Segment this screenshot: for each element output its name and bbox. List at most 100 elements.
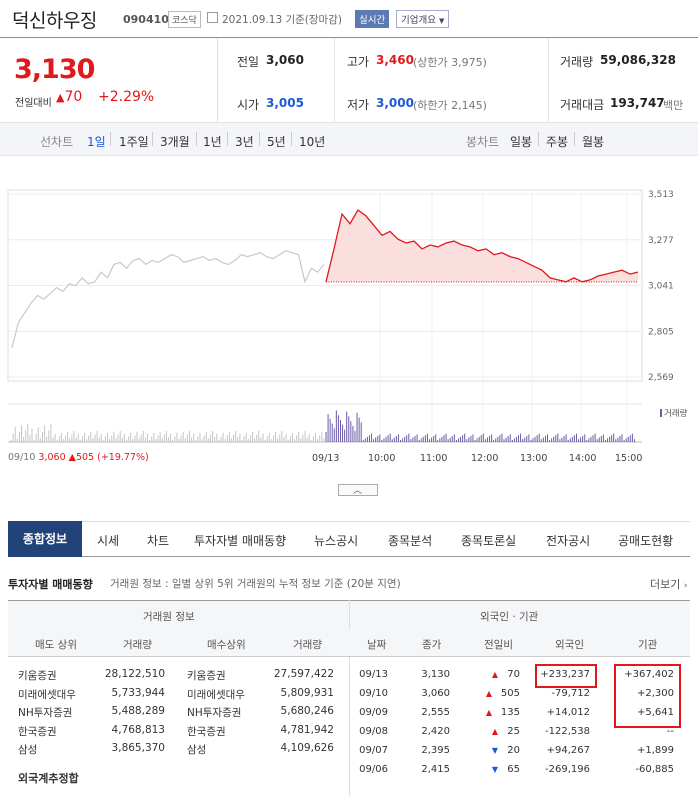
table-divider	[349, 600, 350, 796]
volume-value: 59,086,328	[600, 53, 676, 67]
upper-limit: (상한가 3,975)	[413, 56, 487, 69]
tab-chart[interactable]: 차트	[147, 534, 170, 548]
day-change: 25	[507, 726, 520, 737]
change-amount: 70	[64, 89, 83, 105]
broker-cell: 삼성	[187, 744, 207, 756]
period-1y[interactable]: 1년	[203, 135, 222, 149]
col-buy-vol: 거래량	[293, 639, 322, 651]
broker-cell: 한국증권	[18, 725, 57, 738]
broker-cell: 미래에셋대우	[18, 688, 76, 701]
broker-cell: 한국증권	[187, 725, 226, 738]
broker-cell: 키움증권	[18, 670, 57, 682]
day-foreign: -122,538	[545, 726, 590, 737]
up-arrow-icon: ▲	[491, 670, 498, 679]
y-tick-label: 3,277	[648, 236, 674, 246]
broker-cell: 4,781,942	[280, 723, 334, 736]
broker-cell: 미래에셋대우	[187, 688, 245, 701]
period-3m[interactable]: 3개월	[160, 135, 190, 149]
day-foreign: +14,012	[546, 707, 590, 718]
volume-legend-swatch	[660, 409, 662, 417]
col-close: 종가	[422, 639, 442, 651]
broker-cell: 5,809,931	[280, 686, 334, 699]
period-10y[interactable]: 10년	[299, 135, 326, 149]
col-sell-top: 매도 상위	[35, 639, 77, 651]
day-change: 70	[507, 669, 520, 680]
price-chart[interactable]: 3,513 3,277 3,041 2,805 2,569 09/13 10:00 11:00…	[0, 170, 698, 470]
day-foreign: -79,712	[551, 688, 590, 699]
separator	[152, 132, 153, 146]
tab-short-selling[interactable]: 공매도현황	[618, 534, 674, 548]
col-date: 날짜	[367, 639, 387, 651]
prev-day-line	[11, 250, 325, 348]
tab-analysis[interactable]: 종목분석	[388, 534, 433, 548]
trade-amount-unit: 백만	[663, 99, 684, 112]
day-close: 2,395	[421, 745, 450, 756]
col-institution: 기관	[638, 639, 658, 651]
prev-close-label: 전일	[237, 55, 260, 69]
tab-quote[interactable]: 시세	[97, 534, 120, 548]
broker-cell: NH투자증권	[18, 707, 73, 719]
broker-cell: 키움증권	[187, 670, 226, 682]
current-price: 3,130	[14, 54, 95, 85]
high-label: 고가	[347, 55, 370, 69]
tab-news[interactable]: 뉴스공시	[314, 534, 359, 548]
period-3y[interactable]: 3년	[235, 135, 254, 149]
chevron-up-icon: ︿	[353, 486, 363, 496]
day-institution: +1,899	[636, 745, 674, 756]
realtime-button[interactable]: 실시간	[355, 10, 390, 28]
trade-amount-value: 193,747	[610, 96, 665, 110]
high-value: 3,460	[376, 53, 414, 67]
col-change: 전일비	[484, 639, 513, 651]
day-institution: -60,885	[635, 764, 674, 775]
x-tick-label: 13:00	[520, 453, 547, 464]
foreign-group-header: 외국인 · 기관	[480, 611, 539, 623]
price-box	[0, 38, 218, 122]
stock-name: 덕신하우징	[12, 10, 97, 32]
chart-collapse-toggle[interactable]: ︿	[338, 484, 378, 496]
broker-cell: 4,768,813	[111, 723, 165, 736]
tab-summary[interactable]: 종합정보	[8, 521, 82, 557]
broker-cell: 5,488,289	[111, 705, 165, 717]
separator	[291, 132, 292, 146]
highlight-box	[614, 664, 681, 728]
low-value: 3,000	[376, 96, 414, 110]
broker-cell: 삼성	[18, 744, 38, 756]
broker-cell: 5,733,944	[111, 686, 165, 699]
today-area	[326, 210, 638, 282]
period-1d[interactable]: 1일	[87, 135, 106, 149]
up-arrow-icon: ▲	[56, 91, 65, 104]
separator	[110, 132, 111, 146]
x-tick-label: 14:00	[569, 453, 596, 464]
chevron-right-icon: ›	[683, 581, 688, 591]
day-date: 09/07	[359, 745, 388, 756]
tab-discussion[interactable]: 종목토론실	[461, 534, 517, 548]
period-1w[interactable]: 1주일	[119, 135, 149, 149]
day-change: 505	[500, 688, 520, 699]
day-change: 20	[507, 745, 520, 756]
prev-day-date: 09/10	[8, 452, 36, 463]
more-link[interactable]: 더보기 ›	[650, 576, 687, 592]
up-arrow-icon: ▲	[485, 689, 492, 698]
day-institution: +5,641	[636, 707, 674, 718]
y-tick-label: 2,805	[648, 327, 674, 337]
period-5y[interactable]: 5년	[267, 135, 286, 149]
tab-investor[interactable]: 투자자별 매매동향	[194, 534, 287, 548]
today-line	[325, 209, 639, 283]
highlight-box	[535, 664, 597, 688]
tab-disclosure[interactable]: 전자공시	[546, 534, 591, 548]
day-foreign: -269,196	[545, 764, 590, 775]
day-close: 2,555	[421, 707, 450, 718]
candle-daily[interactable]: 일봉	[510, 135, 533, 149]
separator	[196, 132, 197, 146]
header-divider	[0, 37, 698, 38]
base-date: 2021.09.13 기준(장마감)	[222, 14, 342, 26]
company-overview-dropdown[interactable]: 기업개요 ▼	[396, 10, 450, 28]
day-date: 09/09	[359, 707, 388, 718]
section-desc: 거래원 정보 : 일별 상위 5위 거래원의 누적 정보 기준 (20분 지연)	[110, 578, 401, 590]
candle-weekly[interactable]: 주봉	[546, 135, 569, 149]
change-percent: +2.29%	[98, 89, 155, 105]
broker-cell: 5,680,246	[280, 705, 334, 717]
candle-monthly[interactable]: 월봉	[582, 135, 605, 149]
volume-legend-label: 거래량	[664, 408, 688, 419]
chevron-down-icon: ▼	[439, 17, 445, 25]
